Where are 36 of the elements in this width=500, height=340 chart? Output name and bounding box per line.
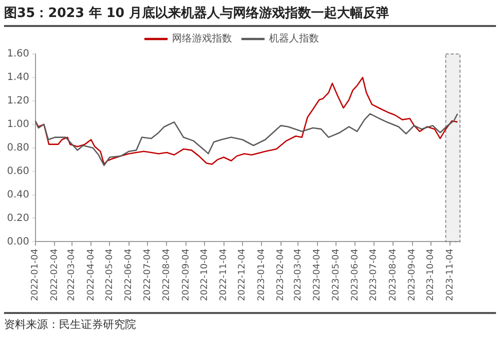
x-tick-label: 2022-09-04 (181, 248, 192, 302)
x-tick-label: 2022-04-04 (86, 248, 96, 302)
x-tick-label: 2022-11-04 (219, 248, 230, 302)
y-tick-label: 0.40 (7, 189, 30, 200)
x-tick-label: 2023-08-04 (388, 248, 398, 302)
y-tick-label: 1.60 (7, 48, 30, 60)
x-tick-label: 2023-01-04 (256, 248, 267, 302)
x-tick-label: 2023-03-04 (294, 248, 304, 302)
x-tick-label: 2023-06-04 (350, 248, 361, 302)
x-tick-label: 2022-01-04 (30, 248, 41, 302)
x-tick-label: 2023-09-04 (408, 248, 418, 302)
legend-label: 机器人指数 (269, 32, 319, 45)
y-tick-label: 0.00 (7, 236, 30, 248)
y-tick-label: 0.60 (7, 166, 30, 177)
x-tick-label: 2022-07-04 (142, 248, 153, 302)
x-tick-label: 2022-05-04 (105, 248, 116, 302)
y-tick-label: 1.40 (7, 72, 30, 84)
x-tick-label: 2023-10-04 (426, 248, 436, 302)
y-tick-label: 1.20 (7, 96, 30, 107)
text: 资料来源：民生证券研究院 (4, 312, 496, 332)
y-tick-label: 0.20 (7, 212, 30, 224)
y-tick-label: 1.00 (7, 118, 30, 130)
legend-label: 网络游戏指数 (172, 32, 232, 45)
y-tick-label: 0.80 (7, 142, 30, 154)
x-tick-label: 2022-06-04 (124, 248, 134, 302)
x-tick-label: 2023-05-04 (331, 248, 342, 302)
x-tick-label: 2022-02-04 (50, 248, 60, 302)
x-tick-label: 2022-08-04 (162, 248, 172, 302)
chart-title: 图35：2023 年 10 月底以来机器人与网络游戏指数一起大幅反弹 (4, 4, 496, 27)
x-tick-label: 2022-10-04 (200, 248, 210, 302)
x-tick-label: 2022-12-04 (238, 248, 248, 302)
x-tick-label: 2022-03-04 (67, 248, 78, 302)
x-tick-label: 2023-02-04 (276, 248, 286, 302)
x-tick-label: 2023-07-04 (369, 248, 380, 302)
x-tick-label: 2023-11-04 (445, 248, 456, 302)
x-tick-label: 2023-04-04 (312, 248, 323, 302)
